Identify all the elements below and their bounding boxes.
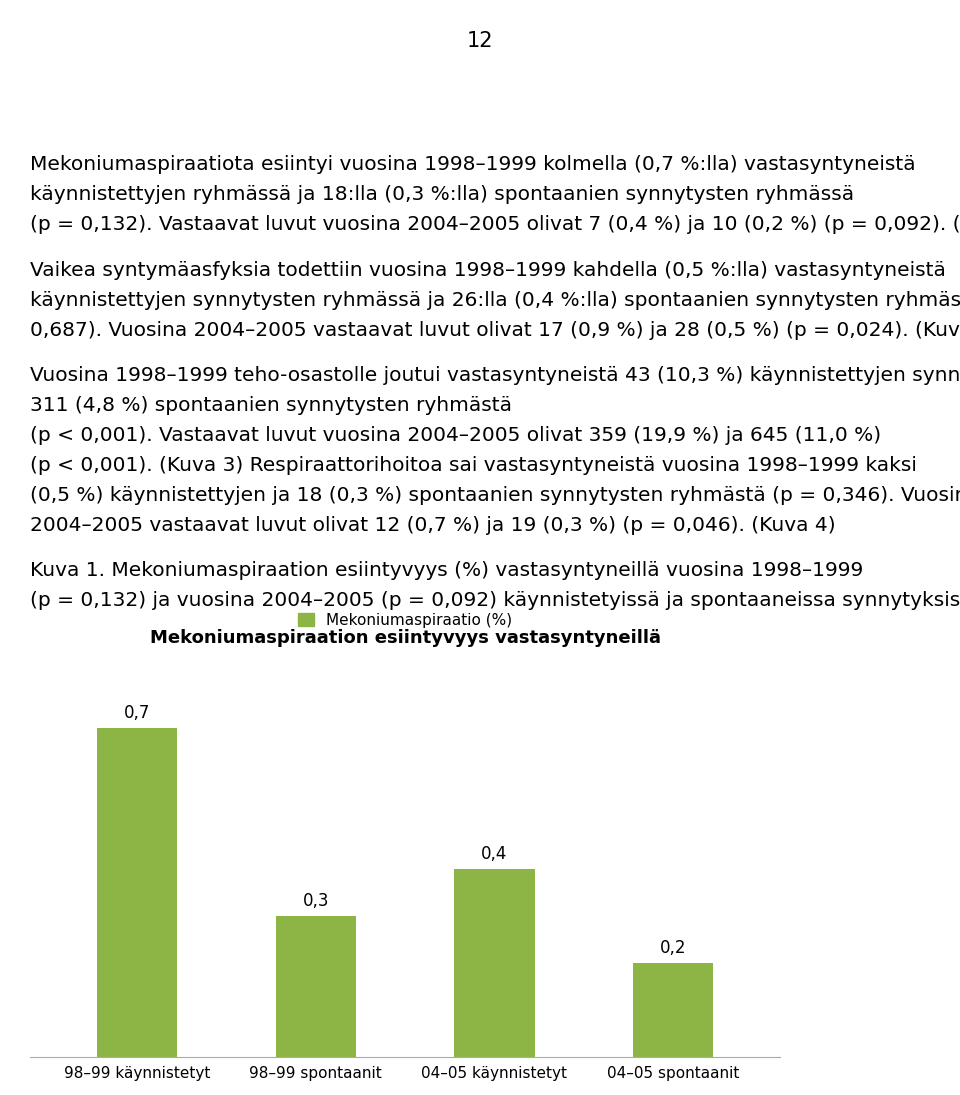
Text: 0,2: 0,2 [660,940,686,957]
Text: Vaikea syntymäasfyksia todettiin vuosina 1998–1999 kahdella (0,5 %:lla) vastasyn: Vaikea syntymäasfyksia todettiin vuosina… [30,261,946,279]
Legend: Mekoniumaspiraatio (%): Mekoniumaspiraatio (%) [299,613,512,627]
Text: käynnistettyjen synnytysten ryhmässä ja 26:lla (0,4 %:lla) spontaanien synnytyst: käynnistettyjen synnytysten ryhmässä ja … [30,290,960,310]
Text: (0,5 %) käynnistettyjen ja 18 (0,3 %) spontaanien synnytysten ryhmästä (p = 0,34: (0,5 %) käynnistettyjen ja 18 (0,3 %) sp… [30,485,960,505]
Text: (p < 0,001). (Kuva 3) Respiraattorihoitoa sai vastasyntyneistä vuosina 1998–1999: (p < 0,001). (Kuva 3) Respiraattorihoito… [30,456,917,474]
Text: käynnistettyjen ryhmässä ja 18:lla (0,3 %:lla) spontaanien synnytysten ryhmässä: käynnistettyjen ryhmässä ja 18:lla (0,3 … [30,185,853,205]
Text: 0,4: 0,4 [481,845,508,863]
Text: 0,3: 0,3 [302,892,329,910]
Text: 2004–2005 vastaavat luvut olivat 12 (0,7 %) ja 19 (0,3 %) (p = 0,046). (Kuva 4): 2004–2005 vastaavat luvut olivat 12 (0,7… [30,516,835,534]
Text: Mekoniumaspiraatiota esiintyi vuosina 1998–1999 kolmella (0,7 %:lla) vastasyntyn: Mekoniumaspiraatiota esiintyi vuosina 19… [30,155,916,174]
Text: 311 (4,8 %) spontaanien synnytysten ryhmästä: 311 (4,8 %) spontaanien synnytysten ryhm… [30,395,512,415]
Text: (p < 0,001). Vastaavat luvut vuosina 2004–2005 olivat 359 (19,9 %) ja 645 (11,0 : (p < 0,001). Vastaavat luvut vuosina 200… [30,426,881,445]
Bar [97,727,178,1057]
Text: Kuva 1. Mekoniumaspiraation esiintyvyys (%) vastasyntyneillä vuosina 1998–1999: Kuva 1. Mekoniumaspiraation esiintyvyys … [30,561,863,579]
Bar [633,963,713,1057]
Text: Vuosina 1998–1999 teho-osastolle joutui vastasyntyneistä 43 (10,3 %) käynnistett: Vuosina 1998–1999 teho-osastolle joutui … [30,366,960,384]
Text: 0,7: 0,7 [124,704,150,722]
Bar [454,868,535,1057]
Text: 12: 12 [467,31,493,50]
Title: Mekoniumaspiraation esiintyvyys vastasyntyneillä: Mekoniumaspiraation esiintyvyys vastasyn… [150,630,660,647]
Bar [276,915,356,1057]
Text: (p = 0,132). Vastaavat luvut vuosina 2004–2005 olivat 7 (0,4 %) ja 10 (0,2 %) (p: (p = 0,132). Vastaavat luvut vuosina 200… [30,216,960,234]
Text: (p = 0,132) ja vuosina 2004–2005 (p = 0,092) käynnistetyissä ja spontaaneissa sy: (p = 0,132) ja vuosina 2004–2005 (p = 0,… [30,590,960,610]
Text: 0,687). Vuosina 2004–2005 vastaavat luvut olivat 17 (0,9 %) ja 28 (0,5 %) (p = 0: 0,687). Vuosina 2004–2005 vastaavat luvu… [30,321,960,339]
